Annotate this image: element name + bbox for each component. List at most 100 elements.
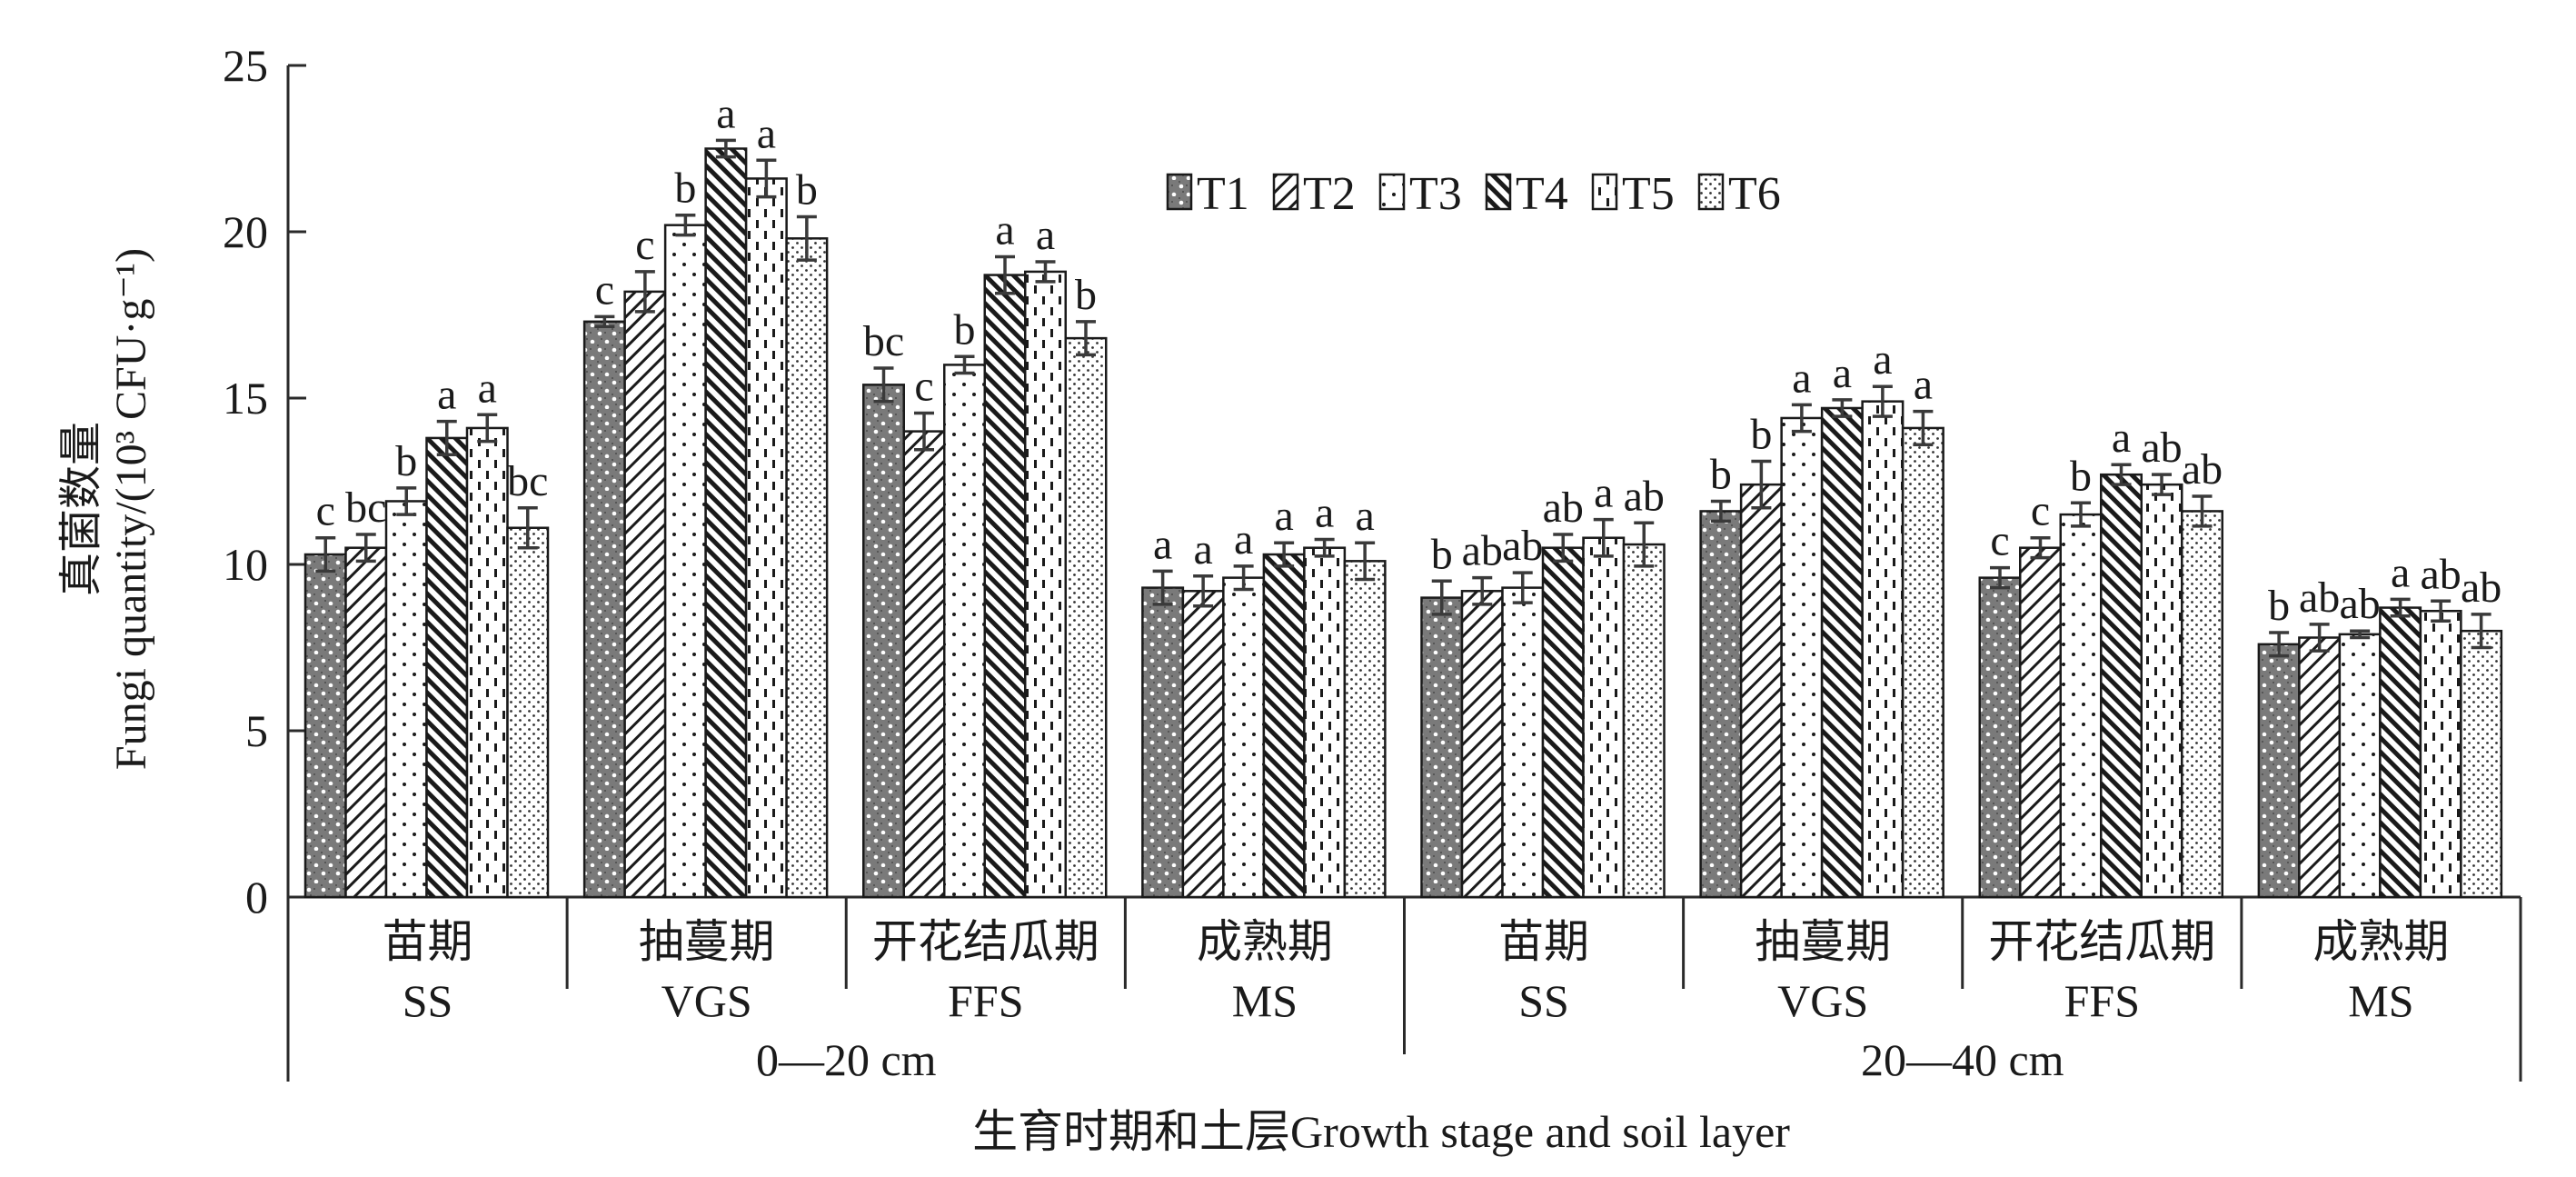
bar-t6-ss	[1622, 543, 1666, 899]
bar-t2-vgs	[1739, 483, 1783, 899]
category-label-en: SS	[1518, 975, 1569, 1026]
y-axis-label-cn: 真菌数量	[57, 422, 105, 596]
significance-letter: ab	[1502, 522, 1543, 570]
significance-letter: bc	[345, 484, 386, 532]
category-label-cn: 成熟期	[1197, 916, 1333, 967]
significance-letter: a	[1153, 520, 1172, 568]
significance-letter: b	[954, 305, 976, 354]
bar-t6-vgs	[1901, 426, 1944, 899]
bar-t4-vgs	[704, 147, 748, 899]
bar-t1-ms	[2257, 643, 2301, 899]
bar-t3-ffs	[2059, 513, 2103, 899]
category-label-en: FFS	[2064, 975, 2140, 1026]
significance-letter: ab	[1543, 484, 1584, 532]
bar-t3-vgs	[1780, 416, 1824, 899]
significance-letter: b	[1710, 450, 1732, 498]
significance-letter: a	[1792, 354, 1811, 402]
significance-letter: c	[1990, 517, 2009, 565]
legend-label-t6: T6	[1728, 168, 1781, 220]
bar-t2-ffs	[2019, 546, 2062, 899]
bar-t4-vgs	[1820, 406, 1864, 899]
bar-t4-ffs	[983, 274, 1027, 899]
bar-t5-ms	[2419, 609, 2462, 899]
bar-t6-vgs	[785, 237, 829, 899]
category-label-en: MS	[1232, 975, 1298, 1026]
significance-letter: a	[1833, 349, 1852, 397]
legend-swatch-t3	[1378, 173, 1406, 211]
bar-t3-ss	[1501, 586, 1545, 899]
bar-t5-vgs	[744, 177, 788, 899]
significance-letter: ab	[1624, 472, 1665, 520]
significance-letter: b	[1750, 411, 1772, 459]
significance-letter: a	[437, 371, 456, 419]
category-label-cn: 苗期	[1498, 916, 1589, 967]
bar-t4-ss	[1541, 546, 1585, 899]
bar-t4-ms	[2379, 606, 2422, 899]
y-axis-label-en: Fungi quantity/(10³ CFU·g⁻¹)	[107, 248, 155, 770]
bar-t5-ss	[465, 426, 509, 899]
significance-letter: a	[1355, 492, 1374, 540]
bar-t4-ss	[425, 436, 469, 899]
bar-t6-ffs	[1064, 336, 1108, 899]
significance-letter: ab	[1462, 527, 1503, 575]
significance-letter: a	[716, 89, 735, 137]
bar-t1-vgs	[1699, 510, 1743, 899]
bar-t6-ss	[506, 526, 550, 899]
significance-letter: c	[635, 221, 654, 269]
bar-t2-ffs	[902, 430, 946, 899]
significance-letter: b	[796, 166, 818, 214]
y-tick-label: 0	[245, 872, 268, 923]
bar-t3-ms	[2338, 633, 2382, 899]
soil-layer-label: 0—20 cm	[756, 1034, 937, 1085]
bar-t6-ms	[2460, 629, 2503, 899]
bar-t1-ss	[1420, 596, 1464, 899]
legend-label-t1: T1	[1197, 168, 1249, 220]
category-label-cn: 抽蔓期	[1755, 916, 1891, 967]
bar-t2-ms	[1181, 590, 1225, 899]
legend-label-t4: T4	[1516, 168, 1568, 220]
significance-letter: c	[316, 487, 335, 535]
bar-t1-ffs	[862, 384, 905, 899]
category-label-cn: 苗期	[383, 916, 473, 967]
bar-t5-ss	[1582, 536, 1626, 899]
y-tick-label: 25	[223, 40, 268, 91]
bar-t4-ms	[1262, 553, 1306, 899]
significance-letter: b	[1431, 530, 1453, 578]
significance-letter: a	[1193, 525, 1212, 574]
category-label-en: VGS	[661, 975, 752, 1026]
significance-letter: bc	[863, 317, 904, 365]
y-tick-label: 5	[245, 705, 268, 756]
significance-letter: ab	[2461, 564, 2501, 612]
significance-letter: ab	[2420, 550, 2461, 598]
bar-t1-vgs	[582, 320, 626, 899]
bar-t3-vgs	[663, 224, 707, 899]
significance-letter: ab	[2339, 580, 2380, 628]
bar-t1-ffs	[1978, 576, 2022, 899]
significance-letter: b	[2268, 582, 2290, 630]
category-label-en: MS	[2348, 975, 2413, 1026]
significance-letter: a	[1914, 361, 1933, 409]
bar-t5-ffs	[1024, 270, 1067, 899]
significance-letter: bc	[507, 457, 548, 505]
bar-t4-ffs	[2100, 473, 2143, 899]
category-label-en: VGS	[1777, 975, 1868, 1026]
significance-letter: ab	[2141, 424, 2182, 472]
legend-swatch-t1	[1166, 173, 1193, 211]
x-axis-title: 生育时期和土层Growth stage and soil layer	[972, 1106, 1790, 1157]
legend: T1 T2 T3 T4 T5 T6	[1166, 168, 1781, 220]
bar-t2-ms	[2298, 636, 2342, 899]
significance-letter: b	[395, 437, 417, 485]
legend-label-t5: T5	[1622, 168, 1675, 220]
x-category-labels: 苗期 SS 抽蔓期 VGS 开花结瓜期 FFS 成熟期 MS 苗期 SS 抽蔓期 VGS 开花结瓜期 FF…	[383, 916, 2450, 1085]
y-tick-label: 10	[223, 539, 268, 590]
legend-label-t2: T2	[1303, 168, 1356, 220]
category-label-cn: 开花结瓜期	[1988, 916, 2215, 967]
category-label-cn: 开花结瓜期	[872, 916, 1099, 967]
bar-t2-vgs	[623, 290, 667, 899]
bar-t5-vgs	[1861, 400, 1905, 899]
y-tick-label: 15	[223, 373, 268, 424]
significance-letter: c	[2031, 487, 2050, 535]
significance-letter: ab	[2299, 574, 2340, 622]
